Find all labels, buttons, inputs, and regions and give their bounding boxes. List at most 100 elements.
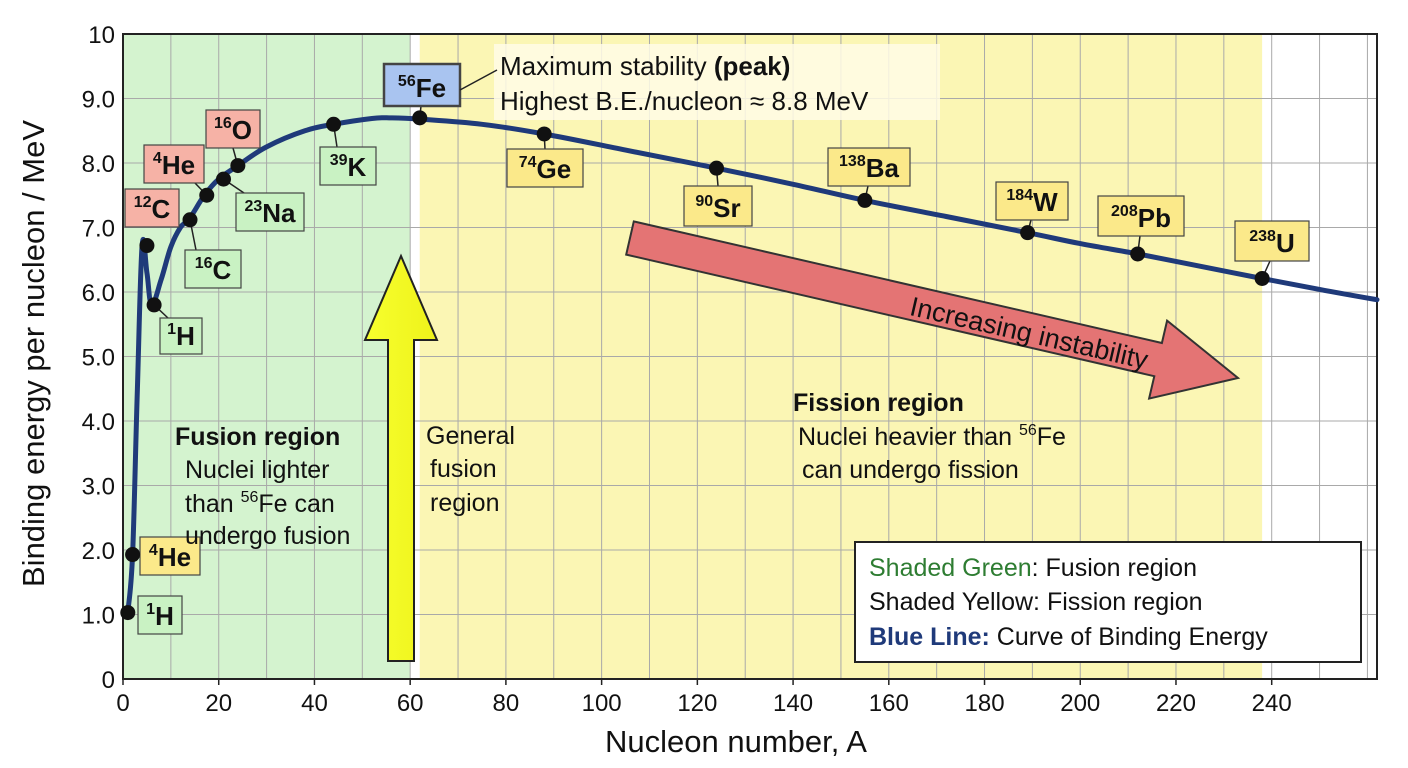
point-label-text: 1H xyxy=(167,321,195,351)
point-label-1h: 1H xyxy=(159,317,203,355)
point-label-4he: 4He xyxy=(139,536,201,576)
fusion-direction-arrow xyxy=(363,253,439,662)
y-tick-label: 9.0 xyxy=(82,87,115,114)
isotope-mass-number: 208 xyxy=(1111,203,1138,220)
fission-note-sup: 56 xyxy=(1019,422,1037,439)
peak-line-2: Highest B.E./nucleon ≈ 8.8 MeV xyxy=(500,86,869,116)
point-label-box xyxy=(143,144,205,184)
point-label-box xyxy=(1234,220,1310,262)
point-label-text: 138Ba xyxy=(839,153,899,183)
legend-blue: Blue Line: Curve of Binding Energy xyxy=(869,623,1268,651)
element-symbol: Fe xyxy=(416,73,446,103)
element-symbol: Ge xyxy=(537,154,572,184)
isotope-mass-number: 4 xyxy=(153,150,162,167)
peak-line-1: Maximum stability (peak) xyxy=(500,51,790,81)
fission-note-line-2: can undergo fission xyxy=(802,456,1019,484)
point-label-box xyxy=(683,185,753,227)
fission-region-note: Fission region Nuclei heavier than 56Fe … xyxy=(793,389,1066,484)
peak-line-1-bold: (peak) xyxy=(714,51,791,81)
point-label-text: 74Ge xyxy=(519,154,571,184)
isotope-mass-number: 1 xyxy=(167,321,176,338)
element-symbol: C xyxy=(152,194,171,224)
point-label-16o: 16O xyxy=(205,109,261,149)
y-tick-label: 6.0 xyxy=(82,280,115,307)
data-point xyxy=(1130,246,1146,262)
data-point xyxy=(708,160,724,176)
isotope-mass-number: 1 xyxy=(146,601,155,618)
y-tick-label: 1.0 xyxy=(82,603,115,630)
y-tick-label: 0 xyxy=(102,667,115,694)
y-tick-label: 10 xyxy=(88,22,115,49)
x-tick-label: 160 xyxy=(869,690,909,717)
general-note-line-2: fusion xyxy=(430,455,497,483)
data-point xyxy=(182,212,198,228)
x-tick-labels: 0 20 40 60 80 100 120 140 160 180 200 220 240 xyxy=(116,679,1292,717)
element-symbol: C xyxy=(213,255,232,285)
peak-annotation: Maximum stability (peak) Highest B.E./nu… xyxy=(459,44,940,120)
legend-yellow: Shaded Yellow: Fission region xyxy=(869,588,1203,616)
fission-note-line-1b: Fe xyxy=(1037,423,1066,451)
legend-yellow-text: : Fission region xyxy=(1033,588,1203,616)
element-symbol: U xyxy=(1276,228,1295,258)
point-label-12c: 12C xyxy=(124,188,180,228)
x-tick-label: 120 xyxy=(677,690,717,717)
element-symbol: W xyxy=(1033,187,1058,217)
x-axis-title: Nucleon number, A xyxy=(605,724,867,759)
general-note-line-3: region xyxy=(430,489,500,517)
element-symbol: Sr xyxy=(713,193,740,223)
point-label-16c: 16C xyxy=(184,249,242,289)
point-label-text: 4He xyxy=(153,150,195,180)
instability-arrow-shape xyxy=(625,220,1241,400)
point-label-text: 23Na xyxy=(244,198,296,228)
point-labels: 1H4He12C1H16C4He23Na16O39K56Fe74Ge90Sr13… xyxy=(124,62,1310,635)
x-tick-label: 240 xyxy=(1252,690,1292,717)
point-label-box xyxy=(184,249,242,289)
point-label-238u: 238U xyxy=(1234,220,1310,262)
y-tick-labels: 0 1.0 2.0 3.0 4.0 5.0 6.0 7.0 8.0 9.0 10 xyxy=(82,22,115,694)
x-tick-label: 0 xyxy=(116,690,129,717)
point-label-text: 208Pb xyxy=(1111,203,1171,233)
point-label-208pb: 208Pb xyxy=(1097,195,1185,237)
legend-yellow-label: Shaded Yellow xyxy=(869,588,1034,616)
point-label-text: 4He xyxy=(149,542,191,572)
legend-green: Shaded Green: Fusion region xyxy=(869,554,1197,582)
point-label-text: 39K xyxy=(330,152,367,182)
data-point xyxy=(857,192,873,208)
data-point xyxy=(536,126,552,142)
y-axis-title: Binding energy per nucleon / MeV xyxy=(16,120,51,587)
data-point xyxy=(199,187,215,203)
fusion-note-line-3: undergo fusion xyxy=(185,522,350,550)
x-tick-label: 140 xyxy=(773,690,813,717)
point-label-23na: 23Na xyxy=(235,192,305,232)
peak-line-1-text: Maximum stability xyxy=(500,51,714,81)
element-symbol: K xyxy=(348,152,367,182)
point-label-box xyxy=(506,148,584,188)
point-label-184w: 184W xyxy=(995,181,1069,221)
point-label-138ba: 138Ba xyxy=(827,147,911,187)
fusion-note-line-1: Nuclei lighter xyxy=(185,456,330,484)
legend-green-text: : Fusion region xyxy=(1032,554,1197,582)
data-point xyxy=(216,171,232,187)
element-symbol: O xyxy=(232,115,252,145)
element-symbol: He xyxy=(162,150,195,180)
y-tick-label: 2.0 xyxy=(82,538,115,565)
x-tick-label: 220 xyxy=(1156,690,1196,717)
data-point xyxy=(326,116,342,132)
legend-box xyxy=(854,541,1362,663)
x-tick-label: 180 xyxy=(965,690,1005,717)
point-label-text: 12C xyxy=(134,194,171,224)
isotope-mass-number: 16 xyxy=(214,115,232,132)
point-label-text: 90Sr xyxy=(695,193,740,223)
data-point xyxy=(1254,270,1270,286)
data-point xyxy=(1020,225,1036,241)
point-label-box xyxy=(235,192,305,232)
data-point xyxy=(146,297,162,313)
data-point xyxy=(139,238,155,254)
point-label-box xyxy=(159,317,203,355)
point-label-box xyxy=(137,595,183,635)
x-tick-label: 200 xyxy=(1060,690,1100,717)
point-label-39k: 39K xyxy=(319,146,377,186)
isotope-mass-number: 16 xyxy=(195,255,213,272)
point-label-text: 184W xyxy=(1006,187,1058,217)
